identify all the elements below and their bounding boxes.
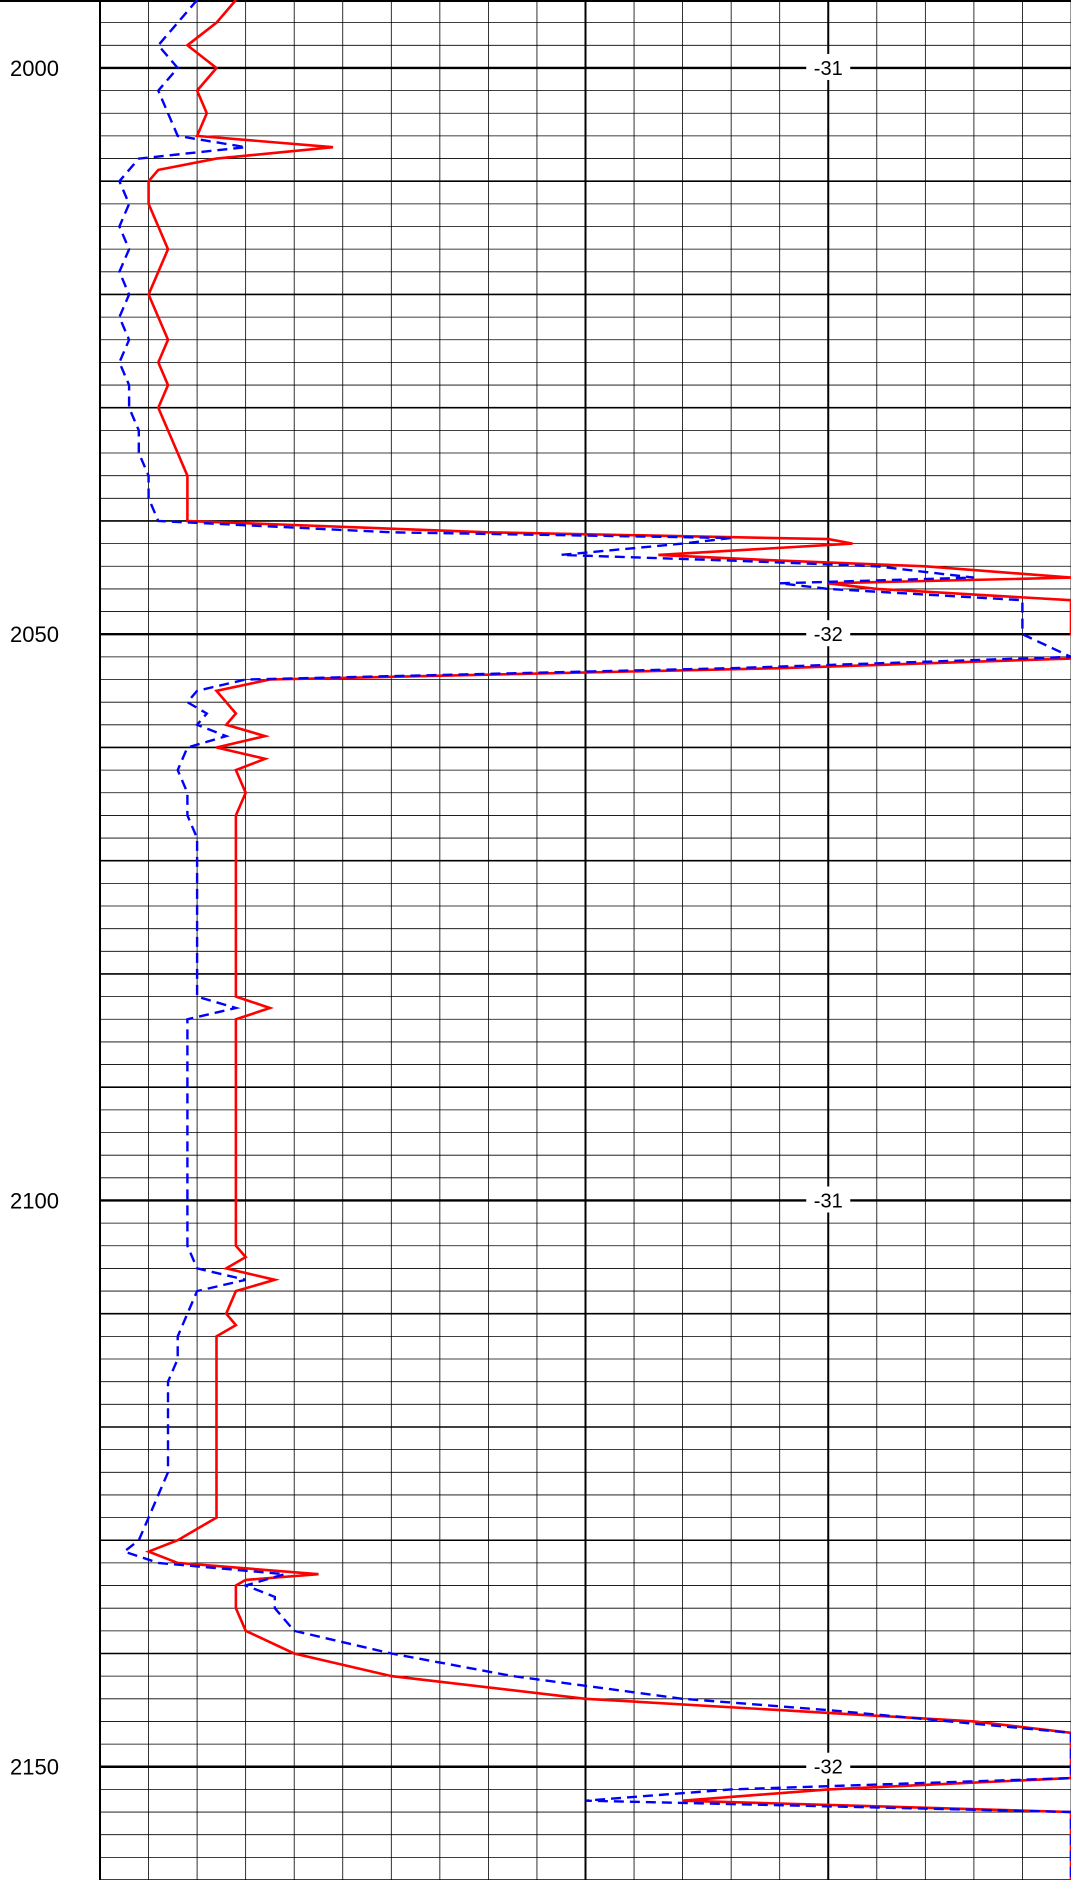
annotation-box [806,620,851,647]
log-curves [118,0,1071,1880]
curve-annotation: -31 [814,58,843,80]
curve-annotation: -31 [814,1190,843,1212]
series-solid-line [145,0,1071,1880]
annotation-box [806,1186,851,1213]
depth-tick-label: 2000 [10,56,59,81]
depth-tick-label: 2100 [10,1188,59,1213]
curve-annotation: -32 [814,1757,843,1779]
curve-annotations: -31 -32 -31 -32 [806,53,851,1779]
curve-annotation: -32 [814,624,843,646]
annotation-box [806,1752,851,1779]
series-dashed-line [118,0,1071,1880]
annotation-box [806,53,851,80]
depth-tick-label: 2050 [10,622,59,647]
depth-labels: 2000 2050 2100 2150 [10,56,59,1780]
depth-tick-label: 2150 [10,1755,59,1780]
